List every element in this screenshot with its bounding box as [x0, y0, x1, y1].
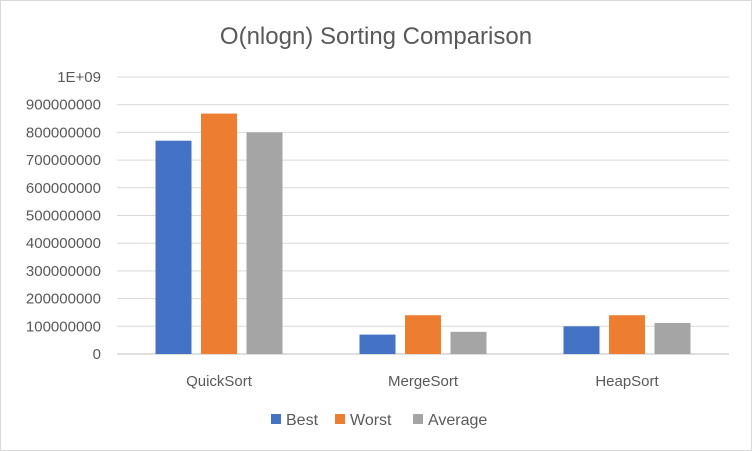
- bar-average-mergesort: [450, 331, 487, 354]
- legend-swatch-best: [271, 414, 281, 424]
- x-axis-ticks: QuickSort MergeSort HeapSort: [186, 373, 659, 390]
- y-tick-label: 1E+09: [57, 69, 101, 86]
- bar-best-mergesort: [359, 334, 396, 354]
- y-axis-ticks: 0 100000000 200000000 300000000 400000000 500…: [26, 69, 101, 363]
- x-tick-label: HeapSort: [595, 373, 659, 390]
- y-tick-label: 100000000: [26, 318, 101, 335]
- bar-best-quicksort: [155, 140, 192, 354]
- legend-swatch-average: [413, 414, 423, 424]
- legend-swatch-worst: [335, 414, 345, 424]
- x-tick-label: QuickSort: [186, 373, 253, 390]
- y-tick-label: 600000000: [26, 180, 101, 197]
- y-tick-label: 200000000: [26, 291, 101, 308]
- x-tick-label: MergeSort: [388, 373, 459, 390]
- y-tick-label: 800000000: [26, 124, 101, 141]
- y-tick-label: 0: [93, 346, 101, 363]
- y-tick-label: 700000000: [26, 152, 101, 169]
- bar-average-heapsort: [654, 322, 691, 354]
- bar-best-heapsort: [563, 326, 600, 354]
- y-tick-label: 900000000: [26, 97, 101, 114]
- legend: Best Worst Average: [271, 412, 487, 429]
- legend-label-best: Best: [286, 412, 319, 429]
- bar-average-quicksort: [246, 132, 283, 354]
- bar-worst-heapsort: [609, 315, 645, 354]
- bars: [155, 113, 691, 355]
- y-tick-label: 400000000: [26, 235, 101, 252]
- y-tick-label: 500000000: [26, 208, 101, 225]
- chart-title: O(nlogn) Sorting Comparison: [220, 23, 532, 50]
- legend-label-worst: Worst: [350, 412, 392, 429]
- y-tick-label: 300000000: [26, 263, 101, 280]
- bar-worst-quicksort: [201, 113, 237, 355]
- bar-worst-mergesort: [405, 315, 441, 354]
- legend-label-average: Average: [428, 412, 487, 429]
